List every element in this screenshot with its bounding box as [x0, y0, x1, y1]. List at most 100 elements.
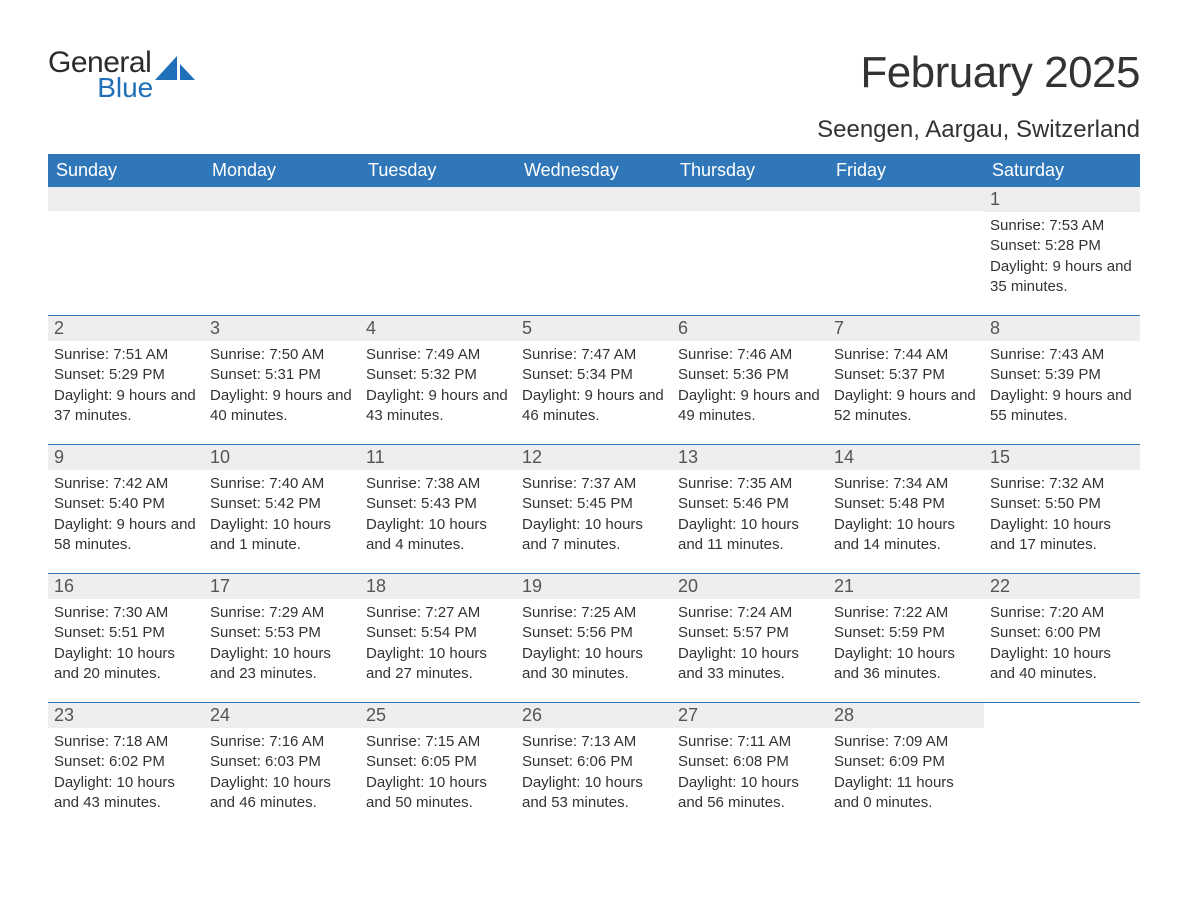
day-number: 12: [516, 445, 672, 470]
sunset-text: Sunset: 6:05 PM: [366, 752, 510, 772]
sunrise-text: Sunrise: 7:15 AM: [366, 732, 510, 752]
day-cell: 17Sunrise: 7:29 AMSunset: 5:53 PMDayligh…: [204, 574, 360, 694]
sunset-text: Sunset: 5:50 PM: [990, 494, 1134, 514]
day-cell: [48, 187, 204, 307]
day-cell: 10Sunrise: 7:40 AMSunset: 5:42 PMDayligh…: [204, 445, 360, 565]
day-body: Sunrise: 7:46 AMSunset: 5:36 PMDaylight:…: [678, 345, 822, 426]
day-number: 7: [828, 316, 984, 341]
day-number: 11: [360, 445, 516, 470]
day-number: 20: [672, 574, 828, 599]
sunset-text: Sunset: 6:02 PM: [54, 752, 198, 772]
sunset-text: Sunset: 5:46 PM: [678, 494, 822, 514]
day-cell: 8Sunrise: 7:43 AMSunset: 5:39 PMDaylight…: [984, 316, 1140, 436]
day-number: 4: [360, 316, 516, 341]
day-body: Sunrise: 7:47 AMSunset: 5:34 PMDaylight:…: [522, 345, 666, 426]
weekday-header: Monday: [204, 154, 360, 187]
day-cell: [204, 187, 360, 307]
week-row: 23Sunrise: 7:18 AMSunset: 6:02 PMDayligh…: [48, 702, 1140, 823]
sunrise-text: Sunrise: 7:51 AM: [54, 345, 198, 365]
day-cell: [360, 187, 516, 307]
day-body: Sunrise: 7:24 AMSunset: 5:57 PMDaylight:…: [678, 603, 822, 684]
day-body: Sunrise: 7:44 AMSunset: 5:37 PMDaylight:…: [834, 345, 978, 426]
page-title: February 2025: [817, 48, 1140, 98]
day-body: Sunrise: 7:38 AMSunset: 5:43 PMDaylight:…: [366, 474, 510, 555]
sunrise-text: Sunrise: 7:40 AM: [210, 474, 354, 494]
sunrise-text: Sunrise: 7:25 AM: [522, 603, 666, 623]
brand-logo: General Blue: [48, 48, 197, 102]
day-number: 24: [204, 703, 360, 728]
day-body: Sunrise: 7:25 AMSunset: 5:56 PMDaylight:…: [522, 603, 666, 684]
day-cell: 4Sunrise: 7:49 AMSunset: 5:32 PMDaylight…: [360, 316, 516, 436]
day-cell: 16Sunrise: 7:30 AMSunset: 5:51 PMDayligh…: [48, 574, 204, 694]
day-number: 21: [828, 574, 984, 599]
day-body: Sunrise: 7:15 AMSunset: 6:05 PMDaylight:…: [366, 732, 510, 813]
sunrise-text: Sunrise: 7:20 AM: [990, 603, 1134, 623]
daylight-text: Daylight: 10 hours and 56 minutes.: [678, 773, 822, 814]
day-number: 27: [672, 703, 828, 728]
day-body: Sunrise: 7:50 AMSunset: 5:31 PMDaylight:…: [210, 345, 354, 426]
day-cell: 14Sunrise: 7:34 AMSunset: 5:48 PMDayligh…: [828, 445, 984, 565]
daylight-text: Daylight: 10 hours and 43 minutes.: [54, 773, 198, 814]
daylight-text: Daylight: 10 hours and 30 minutes.: [522, 644, 666, 685]
sail-icon: [153, 54, 197, 91]
sunset-text: Sunset: 5:37 PM: [834, 365, 978, 385]
daylight-text: Daylight: 10 hours and 20 minutes.: [54, 644, 198, 685]
sunset-text: Sunset: 6:06 PM: [522, 752, 666, 772]
brand-word-2: Blue: [97, 74, 153, 102]
daylight-text: Daylight: 10 hours and 1 minute.: [210, 515, 354, 556]
day-number: 22: [984, 574, 1140, 599]
sunset-text: Sunset: 5:51 PM: [54, 623, 198, 643]
daylight-text: Daylight: 9 hours and 52 minutes.: [834, 386, 978, 427]
day-cell: 22 Sunrise: 7:20 AMSunset: 6:00 PMDayligh…: [984, 574, 1140, 694]
header: General Blue February 2025 Seengen, Aarg…: [48, 48, 1140, 144]
sunrise-text: Sunrise: 7:30 AM: [54, 603, 198, 623]
sunset-text: Sunset: 5:40 PM: [54, 494, 198, 514]
sunrise-text: Sunrise: 7:35 AM: [678, 474, 822, 494]
day-number: 23: [48, 703, 204, 728]
sunset-text: Sunset: 5:56 PM: [522, 623, 666, 643]
sunrise-text: Sunrise: 7:13 AM: [522, 732, 666, 752]
sunset-text: Sunset: 5:57 PM: [678, 623, 822, 643]
day-body: Sunrise: 7:37 AMSunset: 5:45 PMDaylight:…: [522, 474, 666, 555]
day-cell: 13Sunrise: 7:35 AMSunset: 5:46 PMDayligh…: [672, 445, 828, 565]
sunrise-text: Sunrise: 7:43 AM: [990, 345, 1134, 365]
sunset-text: Sunset: 6:09 PM: [834, 752, 978, 772]
weekday-header: Saturday: [984, 154, 1140, 187]
daylight-text: Daylight: 9 hours and 40 minutes.: [210, 386, 354, 427]
daylight-text: Daylight: 9 hours and 55 minutes.: [990, 386, 1134, 427]
weekday-header-row: SundayMondayTuesdayWednesdayThursdayFrid…: [48, 154, 1140, 187]
day-number: 19: [516, 574, 672, 599]
day-body: Sunrise: 7:20 AMSunset: 6:00 PMDaylight:…: [990, 603, 1134, 684]
day-number: 25: [360, 703, 516, 728]
sunset-text: Sunset: 5:39 PM: [990, 365, 1134, 385]
day-number: 5: [516, 316, 672, 341]
day-body: Sunrise: 7:40 AMSunset: 5:42 PMDaylight:…: [210, 474, 354, 555]
sunset-text: Sunset: 5:42 PM: [210, 494, 354, 514]
sunset-text: Sunset: 5:48 PM: [834, 494, 978, 514]
daylight-text: Daylight: 11 hours and 0 minutes.: [834, 773, 978, 814]
sunrise-text: Sunrise: 7:16 AM: [210, 732, 354, 752]
day-cell: 23Sunrise: 7:18 AMSunset: 6:02 PMDayligh…: [48, 703, 204, 823]
sunset-text: Sunset: 6:00 PM: [990, 623, 1134, 643]
daylight-text: Daylight: 9 hours and 58 minutes.: [54, 515, 198, 556]
daylight-text: Daylight: 10 hours and 50 minutes.: [366, 773, 510, 814]
day-body: Sunrise: 7:11 AMSunset: 6:08 PMDaylight:…: [678, 732, 822, 813]
sunrise-text: Sunrise: 7:37 AM: [522, 474, 666, 494]
day-body: Sunrise: 7:32 AMSunset: 5:50 PMDaylight:…: [990, 474, 1134, 555]
day-cell: [984, 703, 1140, 823]
empty-day-bar: [204, 187, 360, 211]
sunrise-text: Sunrise: 7:53 AM: [990, 216, 1134, 236]
empty-day-bar: [516, 187, 672, 211]
day-cell: 21Sunrise: 7:22 AMSunset: 5:59 PMDayligh…: [828, 574, 984, 694]
day-cell: 12 Sunrise: 7:37 AMSunset: 5:45 PMDayligh…: [516, 445, 672, 565]
day-body: Sunrise: 7:51 AMSunset: 5:29 PMDaylight:…: [54, 345, 198, 426]
brand-text: General Blue: [48, 48, 151, 102]
day-number: 6: [672, 316, 828, 341]
weekday-header: Wednesday: [516, 154, 672, 187]
sunrise-text: Sunrise: 7:34 AM: [834, 474, 978, 494]
week-row: 9Sunrise: 7:42 AMSunset: 5:40 PMDaylight…: [48, 444, 1140, 565]
weekday-header: Tuesday: [360, 154, 516, 187]
daylight-text: Daylight: 10 hours and 11 minutes.: [678, 515, 822, 556]
day-cell: 2Sunrise: 7:51 AMSunset: 5:29 PMDaylight…: [48, 316, 204, 436]
sunrise-text: Sunrise: 7:49 AM: [366, 345, 510, 365]
